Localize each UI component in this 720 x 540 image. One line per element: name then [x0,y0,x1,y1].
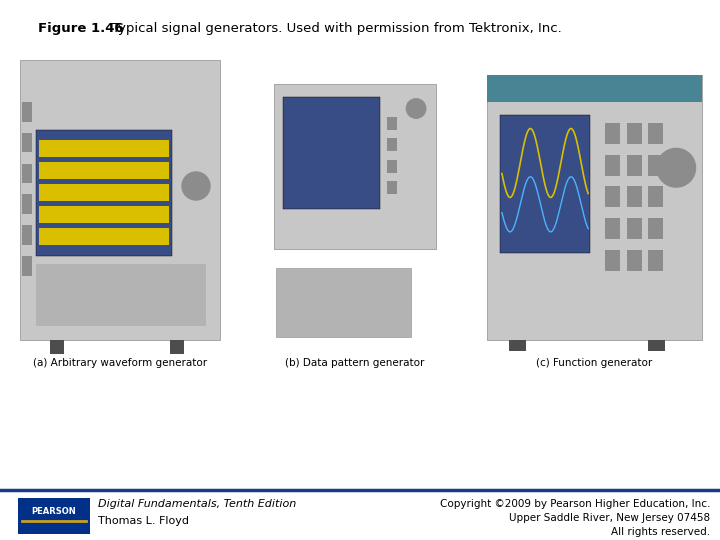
Bar [626,250,642,271]
Bar [387,117,397,130]
Bar [22,225,32,245]
Text: (b) Data pattern generator: (b) Data pattern generator [285,358,425,368]
Text: Typical signal generators. Used with permission from Tektronix, Inc.: Typical signal generators. Used with per… [112,22,562,35]
Bar [626,218,642,239]
Text: (a) Arbitrary waveform generator: (a) Arbitrary waveform generator [33,358,207,368]
Bar [606,218,621,239]
Bar [508,340,526,350]
Bar [283,97,380,209]
Bar [606,250,621,271]
Text: (c) Function generator: (c) Function generator [536,358,652,368]
Bar [648,154,663,176]
Bar [606,154,621,176]
Circle shape [182,172,210,200]
Bar [36,130,172,256]
Bar [22,133,32,152]
Bar [22,164,32,183]
Text: Thomas L. Floyd: Thomas L. Floyd [98,516,189,526]
Bar [39,162,169,179]
Bar [606,186,621,207]
Bar [648,123,663,144]
Bar [487,75,702,102]
Bar [22,194,32,214]
Circle shape [406,99,426,118]
Bar [274,84,436,249]
Bar [39,228,169,245]
Bar [500,115,590,253]
Bar [170,340,184,354]
Text: Figure 1.46: Figure 1.46 [38,22,124,35]
Bar [22,102,32,122]
Bar [387,181,397,194]
Bar [36,265,206,326]
Bar [648,218,663,239]
Bar [39,140,169,157]
Bar [626,154,642,176]
Bar [626,186,642,207]
Bar [387,160,397,173]
Bar [22,256,32,275]
Text: Copyright ©2009 by Pearson Higher Education, Inc.
Upper Saddle River, New Jersey: Copyright ©2009 by Pearson Higher Educat… [440,499,710,537]
Bar [18,498,90,534]
Bar [39,184,169,201]
Text: Digital Fundamentals, Tenth Edition: Digital Fundamentals, Tenth Edition [98,499,296,509]
Bar [487,75,702,340]
Bar [387,138,397,151]
Bar [20,60,220,340]
Bar [276,268,410,337]
Text: PEARSON: PEARSON [32,507,76,516]
Bar [39,206,169,223]
Bar [606,123,621,144]
Bar [626,123,642,144]
Circle shape [657,148,696,187]
Bar [648,250,663,271]
Bar [648,340,665,350]
Bar [50,340,64,354]
Bar [648,186,663,207]
